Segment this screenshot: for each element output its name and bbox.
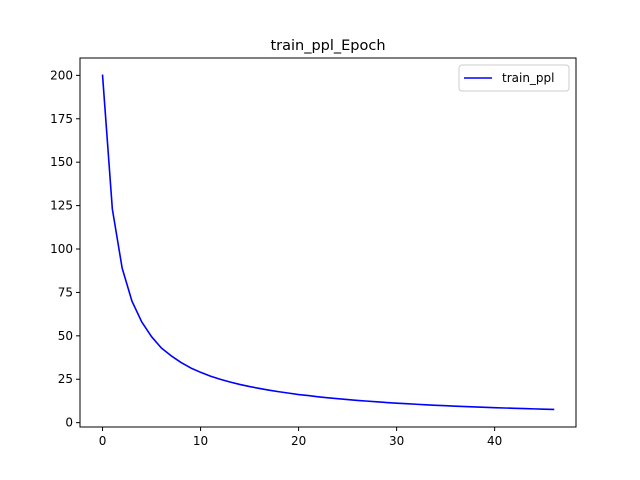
y-tick-label: 50 (58, 329, 73, 343)
y-tick-label: 150 (50, 155, 73, 169)
x-tick-label: 20 (291, 434, 306, 448)
legend-box (458, 64, 570, 92)
y-tick-label: 100 (50, 242, 73, 256)
x-tick-label: 10 (193, 434, 208, 448)
axes-frame (79, 57, 577, 428)
x-tick-label: 40 (487, 434, 502, 448)
axes: 0 10 20 30 40 0 25 50 75 100 125 150 175 200 (50, 57, 577, 448)
y-tick-label: 25 (58, 372, 73, 386)
x-tick-label: 30 (389, 434, 404, 448)
series-line-train_ppl (101, 74, 555, 411)
y-tick-label: 125 (50, 199, 73, 213)
y-tick-label: 0 (65, 416, 73, 430)
chart-title: train_ppl_Epoch (270, 38, 385, 54)
plot-area (101, 74, 555, 411)
legend: train_ppl (458, 64, 570, 92)
y-tick-label: 75 (58, 285, 73, 299)
y-tick-label: 175 (50, 112, 73, 126)
y-tick-label: 200 (50, 68, 73, 82)
x-tick-label: 0 (99, 434, 107, 448)
legend-label: train_ppl (502, 71, 555, 85)
